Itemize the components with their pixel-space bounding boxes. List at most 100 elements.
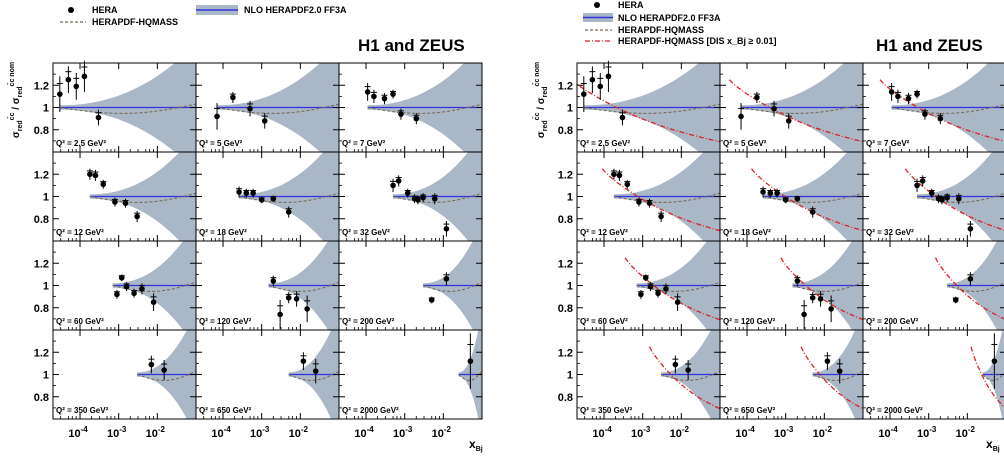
ytick-label: 0.8 [34,392,49,404]
data-point [589,76,596,83]
panel-q2-label: Q² = 60 GeV² [580,317,628,326]
ytick-label: 0.8 [558,214,573,226]
ytick-label: 0.8 [558,125,573,137]
data-point [73,83,80,90]
left-legend: HERA NLO HERAPDF2.0 FF3A HERAPDF-HQMASS [60,5,347,27]
xtick-label: 10-2 [432,425,452,440]
hqmass-dis-curve [970,346,1004,408]
data-point [390,182,396,189]
ytick-label: 1.2 [558,80,573,92]
hqmass-dis-curve [780,257,863,321]
ytick-label: 1 [43,103,49,115]
data-point [914,91,920,97]
data-point [371,93,377,100]
data-point [270,278,277,284]
hqmass-curve [982,372,1004,381]
data-point [937,115,944,122]
hqmass-curve [792,281,863,292]
data-point [122,200,129,206]
data-point [952,297,959,303]
left-legend-nlo-label: NLO HERAPDF2.0 FF3A [244,5,347,15]
ytick-label: 1 [43,192,49,204]
data-point [114,291,120,298]
hqmass-curve [422,281,482,292]
right-legend: HERA NLO HERAPDF2.0 FF3A HERAPDF-HQMASS … [583,0,776,46]
data-point [824,358,831,364]
data-point [658,213,664,220]
panel-q2-label: Q² = 2.5 GeV² [580,139,630,148]
ytick-label: 1.2 [558,169,573,181]
right-panel-8: Q² = 200 GeV² [862,240,1004,331]
data-point [888,89,895,95]
data-point [230,94,236,101]
left-yaxis-title: σredc̄c / σredc̄c nom [7,62,24,138]
data-point [300,358,307,364]
hqmass-curve [136,370,196,381]
hqmass-curve [367,103,482,114]
data-point [919,178,926,184]
hqmass-curve [613,192,720,203]
xtick-label: 10-2 [813,425,833,440]
panel-q2-label: Q² = 32 GeV² [342,228,390,237]
panel-q2-label: Q² = 200 GeV² [866,317,919,326]
data-point [413,115,420,122]
data-point [597,83,604,90]
panel-q2-label: Q² = 7 GeV² [866,139,910,148]
data-point [443,225,450,232]
right-panel-9: 0.8 1 1.2 10-4 10-3 10-2 Q² = 350 GeV² [558,329,721,440]
data-point [390,91,396,97]
data-point [65,76,72,83]
hqmass-dis-curve [879,79,1004,142]
data-point [782,197,789,203]
left-panel-3: 0.8 1 1.2 Q² = 12 GeV² [34,151,197,242]
data-point [57,91,63,97]
hqmass-dis-curve [577,83,720,143]
panel-q2-label: Q² = 120 GeV² [199,317,252,326]
data-point [250,190,256,196]
panel-q2-label: Q² = 7 GeV² [342,139,386,148]
left-figure: HERA NLO HERAPDF2.0 FF3A HERAPDF-HQMASS … [7,5,483,453]
data-point [794,278,801,284]
ytick-label: 1 [43,370,49,382]
panel-q2-label: Q² = 2000 GeV² [342,406,399,415]
data-point [836,368,843,374]
hqmass-curve [112,281,196,292]
hqmass-curve [660,370,720,381]
panel-q2-label: Q² = 18 GeV² [199,228,247,237]
left-panel-6: 0.8 1 1.2 Q² = 60 GeV² [34,240,197,331]
ytick-label: 1.2 [34,347,49,359]
left-legend-hera-marker [68,7,74,13]
data-point [616,172,623,179]
data-point [100,181,107,188]
left-legend-hqmass-label: HERAPDF-HQMASS [92,17,178,27]
panel-q2-label: Q² = 12 GeV² [580,228,628,237]
hqmass-curve [812,370,863,381]
hqmass-curve [268,281,339,292]
data-point [270,195,277,202]
xtick-label: 10-4 [354,425,374,440]
data-point [767,190,774,196]
left-panel-11: 10-4 10-3 10-2 Q² = 2000 GeV² [338,329,483,440]
data-point [955,195,962,202]
data-point [131,290,137,297]
hqmass-dis-curve [800,346,863,410]
panel-q2-label: Q² = 5 GeV² [199,139,243,148]
data-point [991,358,998,364]
data-point [258,197,265,203]
right-collab-title: H1 and ZEUS [876,36,983,55]
hqmass-curve [636,281,720,292]
left-panel-grid: 0.8 1 1.2 Q² = 2.5 GeV² Q² = 5 GeV² Q² = 7 Ge… [34,60,483,440]
xtick-label: 10-2 [670,425,690,440]
right-legend-hera-marker [594,2,600,8]
data-point [285,209,292,215]
data-point [967,276,974,282]
left-collab-title: H1 and ZEUS [358,36,465,55]
data-point [655,290,661,297]
left-xaxis-title: xBj [469,437,483,453]
panel-q2-label: Q² = 650 GeV² [199,406,252,415]
xtick-label: 10-3 [393,425,413,440]
data-point [243,190,250,196]
hqmass-curve [891,104,1004,114]
data-point [381,95,388,102]
data-point [636,199,642,205]
